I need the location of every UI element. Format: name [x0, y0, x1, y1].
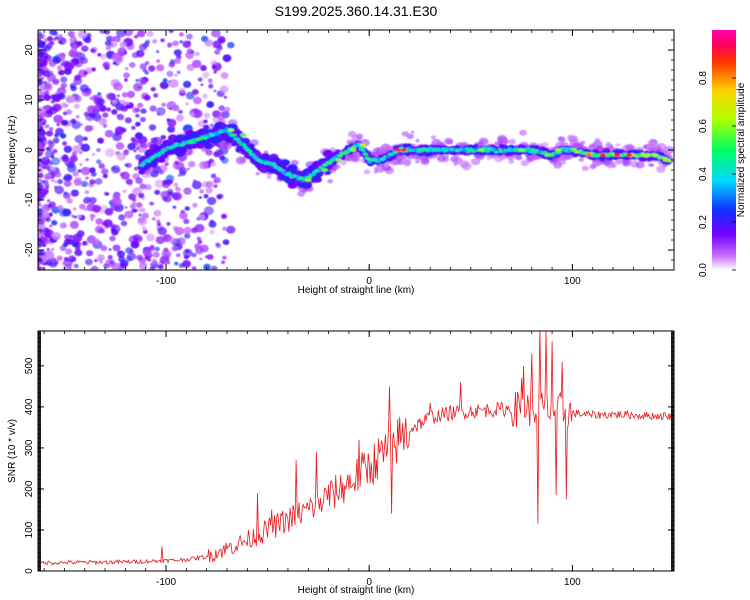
colorbar-gradient — [712, 30, 736, 270]
colorbar-tick-label: 0.0 — [698, 263, 709, 277]
colorbar-tick-label: 0.2 — [698, 215, 709, 229]
colorbar-label: Normalized spectral amplitude — [736, 82, 747, 217]
snr-panel: -100 0 100 0 100 200 300 400 500 Height of strai… — [7, 330, 675, 596]
y-tick-label: 300 — [24, 439, 35, 456]
colorbar-tick-label: 0.6 — [698, 119, 709, 133]
spectrogram-noise-blobs — [38, 30, 236, 270]
snr-series-line — [38, 331, 674, 566]
spectrogram-heatmap — [38, 30, 674, 270]
y-tick-label: 400 — [24, 398, 35, 415]
spectrogram-ridge — [137, 121, 673, 189]
y-tick-label: 500 — [24, 357, 35, 374]
x-tick-label: 100 — [564, 577, 581, 588]
y-tick-label: -20 — [24, 242, 35, 257]
y-tick-label: 10 — [24, 94, 35, 106]
colorbar: 0.0 0.2 0.4 0.6 0.8 Normalized spectral ampl… — [698, 30, 747, 277]
snr-ticks: -100 0 100 0 100 200 300 400 500 — [24, 331, 675, 588]
colorbar-tick-label: 0.8 — [698, 71, 709, 85]
y-tick-label: 100 — [24, 521, 35, 538]
y-tick-label: 20 — [24, 44, 35, 56]
x-tick-label: 100 — [564, 276, 581, 287]
spectrogram-y-label: Frequency (Hz) — [7, 116, 18, 185]
figure-title: S199.2025.360.14.31.E30 — [275, 3, 438, 19]
x-tick-label: 0 — [366, 577, 372, 588]
y-tick-label: 0 — [24, 568, 35, 574]
x-tick-label: -100 — [156, 577, 176, 588]
colorbar-ticks: 0.0 0.2 0.4 0.6 0.8 — [698, 71, 736, 277]
x-tick-label: 0 — [366, 276, 372, 287]
spectrogram-x-label: Height of straight line (km) — [298, 285, 415, 296]
snr-y-label: SNR (10 * v/v) — [7, 419, 18, 483]
x-tick-label: -100 — [156, 276, 176, 287]
colorbar-tick-label: 0.4 — [698, 167, 709, 181]
y-tick-label: 0 — [24, 147, 35, 153]
snr-x-label: Height of straight line (km) — [298, 585, 415, 596]
y-tick-label: 200 — [24, 480, 35, 497]
y-tick-label: -10 — [24, 192, 35, 207]
